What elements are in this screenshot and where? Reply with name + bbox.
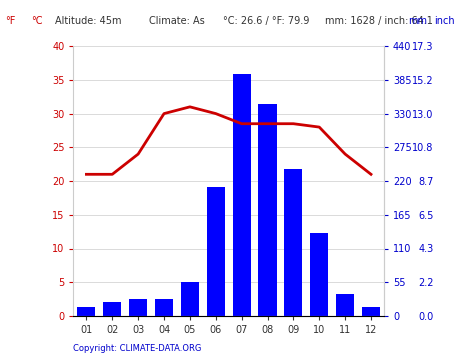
Bar [362, 307, 380, 316]
Bar [258, 104, 276, 316]
Bar [129, 299, 147, 316]
Text: mm: mm [409, 16, 428, 26]
Text: °C: °C [31, 16, 42, 26]
Bar [103, 302, 121, 316]
Bar [336, 295, 354, 316]
Text: Copyright: CLIMATE-DATA.ORG: Copyright: CLIMATE-DATA.ORG [73, 344, 202, 354]
Text: Altitude: 45m: Altitude: 45m [55, 16, 121, 26]
Bar [155, 299, 173, 316]
Text: °F: °F [5, 16, 15, 26]
Text: Climate: As: Climate: As [149, 16, 205, 26]
Bar [233, 74, 251, 316]
Bar [310, 233, 328, 316]
Text: mm: 1628 / inch: 64.1: mm: 1628 / inch: 64.1 [325, 16, 433, 26]
Text: °C: 26.6 / °F: 79.9: °C: 26.6 / °F: 79.9 [223, 16, 309, 26]
Text: inch: inch [434, 16, 455, 26]
Bar [181, 282, 199, 316]
Bar [284, 169, 302, 316]
Bar [77, 307, 95, 316]
Bar [207, 187, 225, 316]
